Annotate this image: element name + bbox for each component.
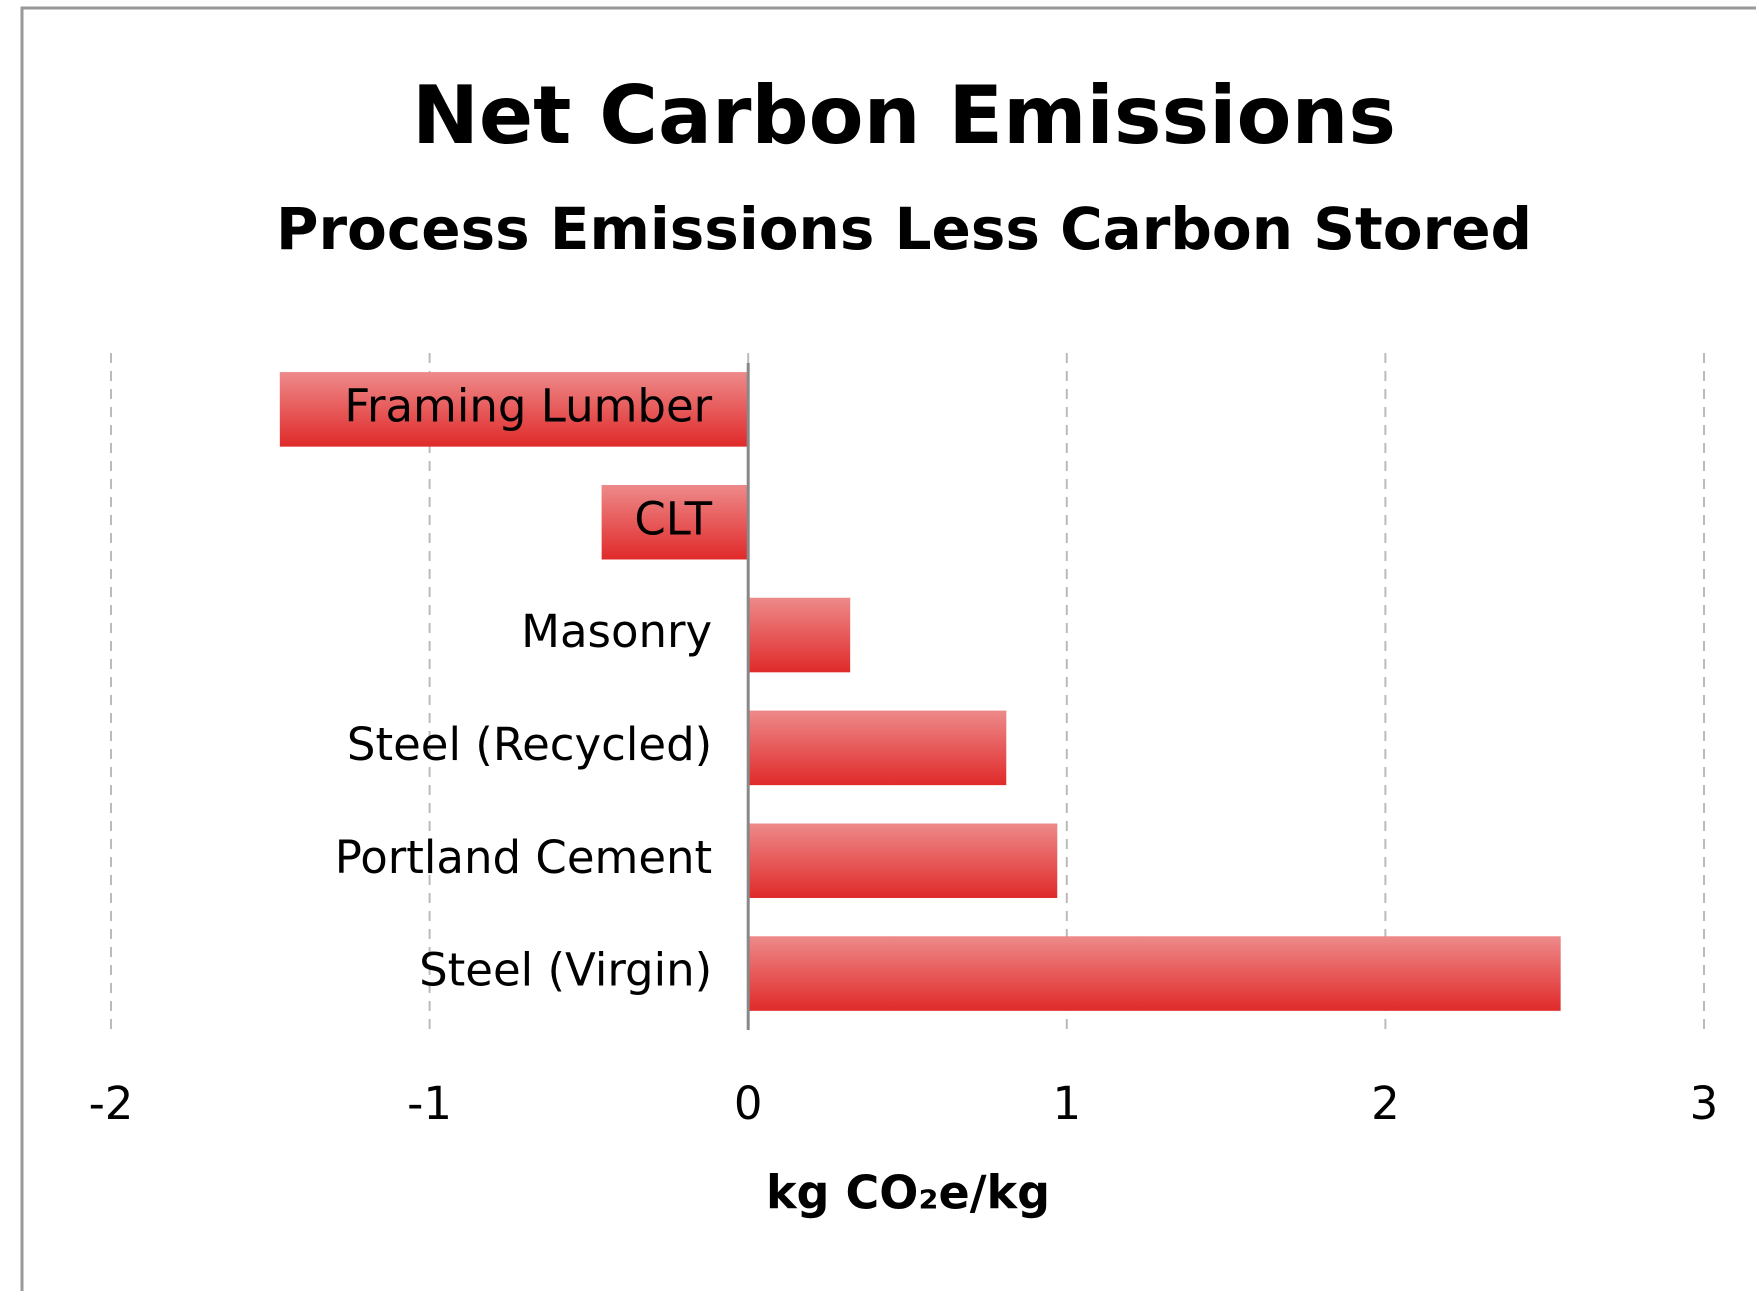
bar-sheen bbox=[601, 485, 749, 560]
x-tick-label: -1 bbox=[407, 1077, 452, 1130]
x-tick-label: 3 bbox=[1690, 1077, 1719, 1130]
category-label: Steel (Recycled) bbox=[347, 718, 712, 771]
x-tick-label: 1 bbox=[1052, 1077, 1081, 1130]
x-tick-label: 0 bbox=[734, 1077, 763, 1130]
bar-sheen bbox=[748, 597, 851, 673]
bar-sheen bbox=[748, 710, 1007, 786]
frame bbox=[20, 6, 1756, 1291]
x-tick-label: -2 bbox=[89, 1077, 134, 1130]
category-label: CLT bbox=[634, 492, 712, 545]
chart-subtitle: Process Emissions Less Carbon Stored bbox=[276, 195, 1532, 263]
category-label: Framing Lumber bbox=[344, 379, 712, 432]
x-tick-label: 2 bbox=[1371, 1077, 1400, 1130]
x-axis-label: kg CO₂e/kg bbox=[766, 1166, 1050, 1220]
category-label: Steel (Virgin) bbox=[419, 944, 712, 997]
bar-sheen bbox=[279, 372, 749, 447]
bar-sheen bbox=[748, 936, 1561, 1011]
category-label: Masonry bbox=[521, 605, 712, 658]
bar-sheen bbox=[748, 823, 1058, 898]
category-label: Portland Cement bbox=[335, 831, 712, 884]
chart-title: Net Carbon Emissions bbox=[412, 69, 1396, 162]
